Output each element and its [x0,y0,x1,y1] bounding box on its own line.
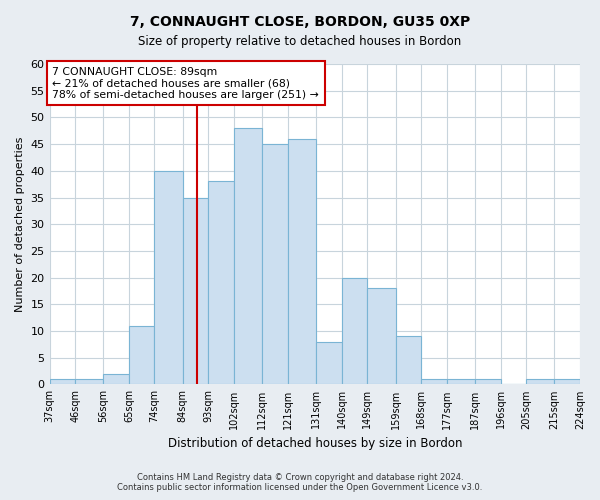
Text: Size of property relative to detached houses in Bordon: Size of property relative to detached ho… [139,35,461,48]
Bar [50,379,75,384]
Bar [103,374,129,384]
Bar [446,379,475,384]
Bar [129,326,154,384]
Bar [475,379,500,384]
Bar [75,379,103,384]
Bar [234,128,262,384]
Bar [554,379,580,384]
Bar [367,288,395,384]
Bar [288,139,316,384]
X-axis label: Distribution of detached houses by size in Bordon: Distribution of detached houses by size … [167,437,462,450]
Bar [183,198,208,384]
Text: Contains HM Land Registry data © Crown copyright and database right 2024.
Contai: Contains HM Land Registry data © Crown c… [118,473,482,492]
Text: 7 CONNAUGHT CLOSE: 89sqm
← 21% of detached houses are smaller (68)
78% of semi-d: 7 CONNAUGHT CLOSE: 89sqm ← 21% of detach… [52,66,319,100]
Bar [316,342,342,384]
Bar [421,379,446,384]
Bar [262,144,288,384]
Bar [154,171,183,384]
Bar [526,379,554,384]
Bar [208,182,234,384]
Y-axis label: Number of detached properties: Number of detached properties [15,136,25,312]
Text: 7, CONNAUGHT CLOSE, BORDON, GU35 0XP: 7, CONNAUGHT CLOSE, BORDON, GU35 0XP [130,15,470,29]
Bar [342,278,367,384]
Bar [395,336,421,384]
